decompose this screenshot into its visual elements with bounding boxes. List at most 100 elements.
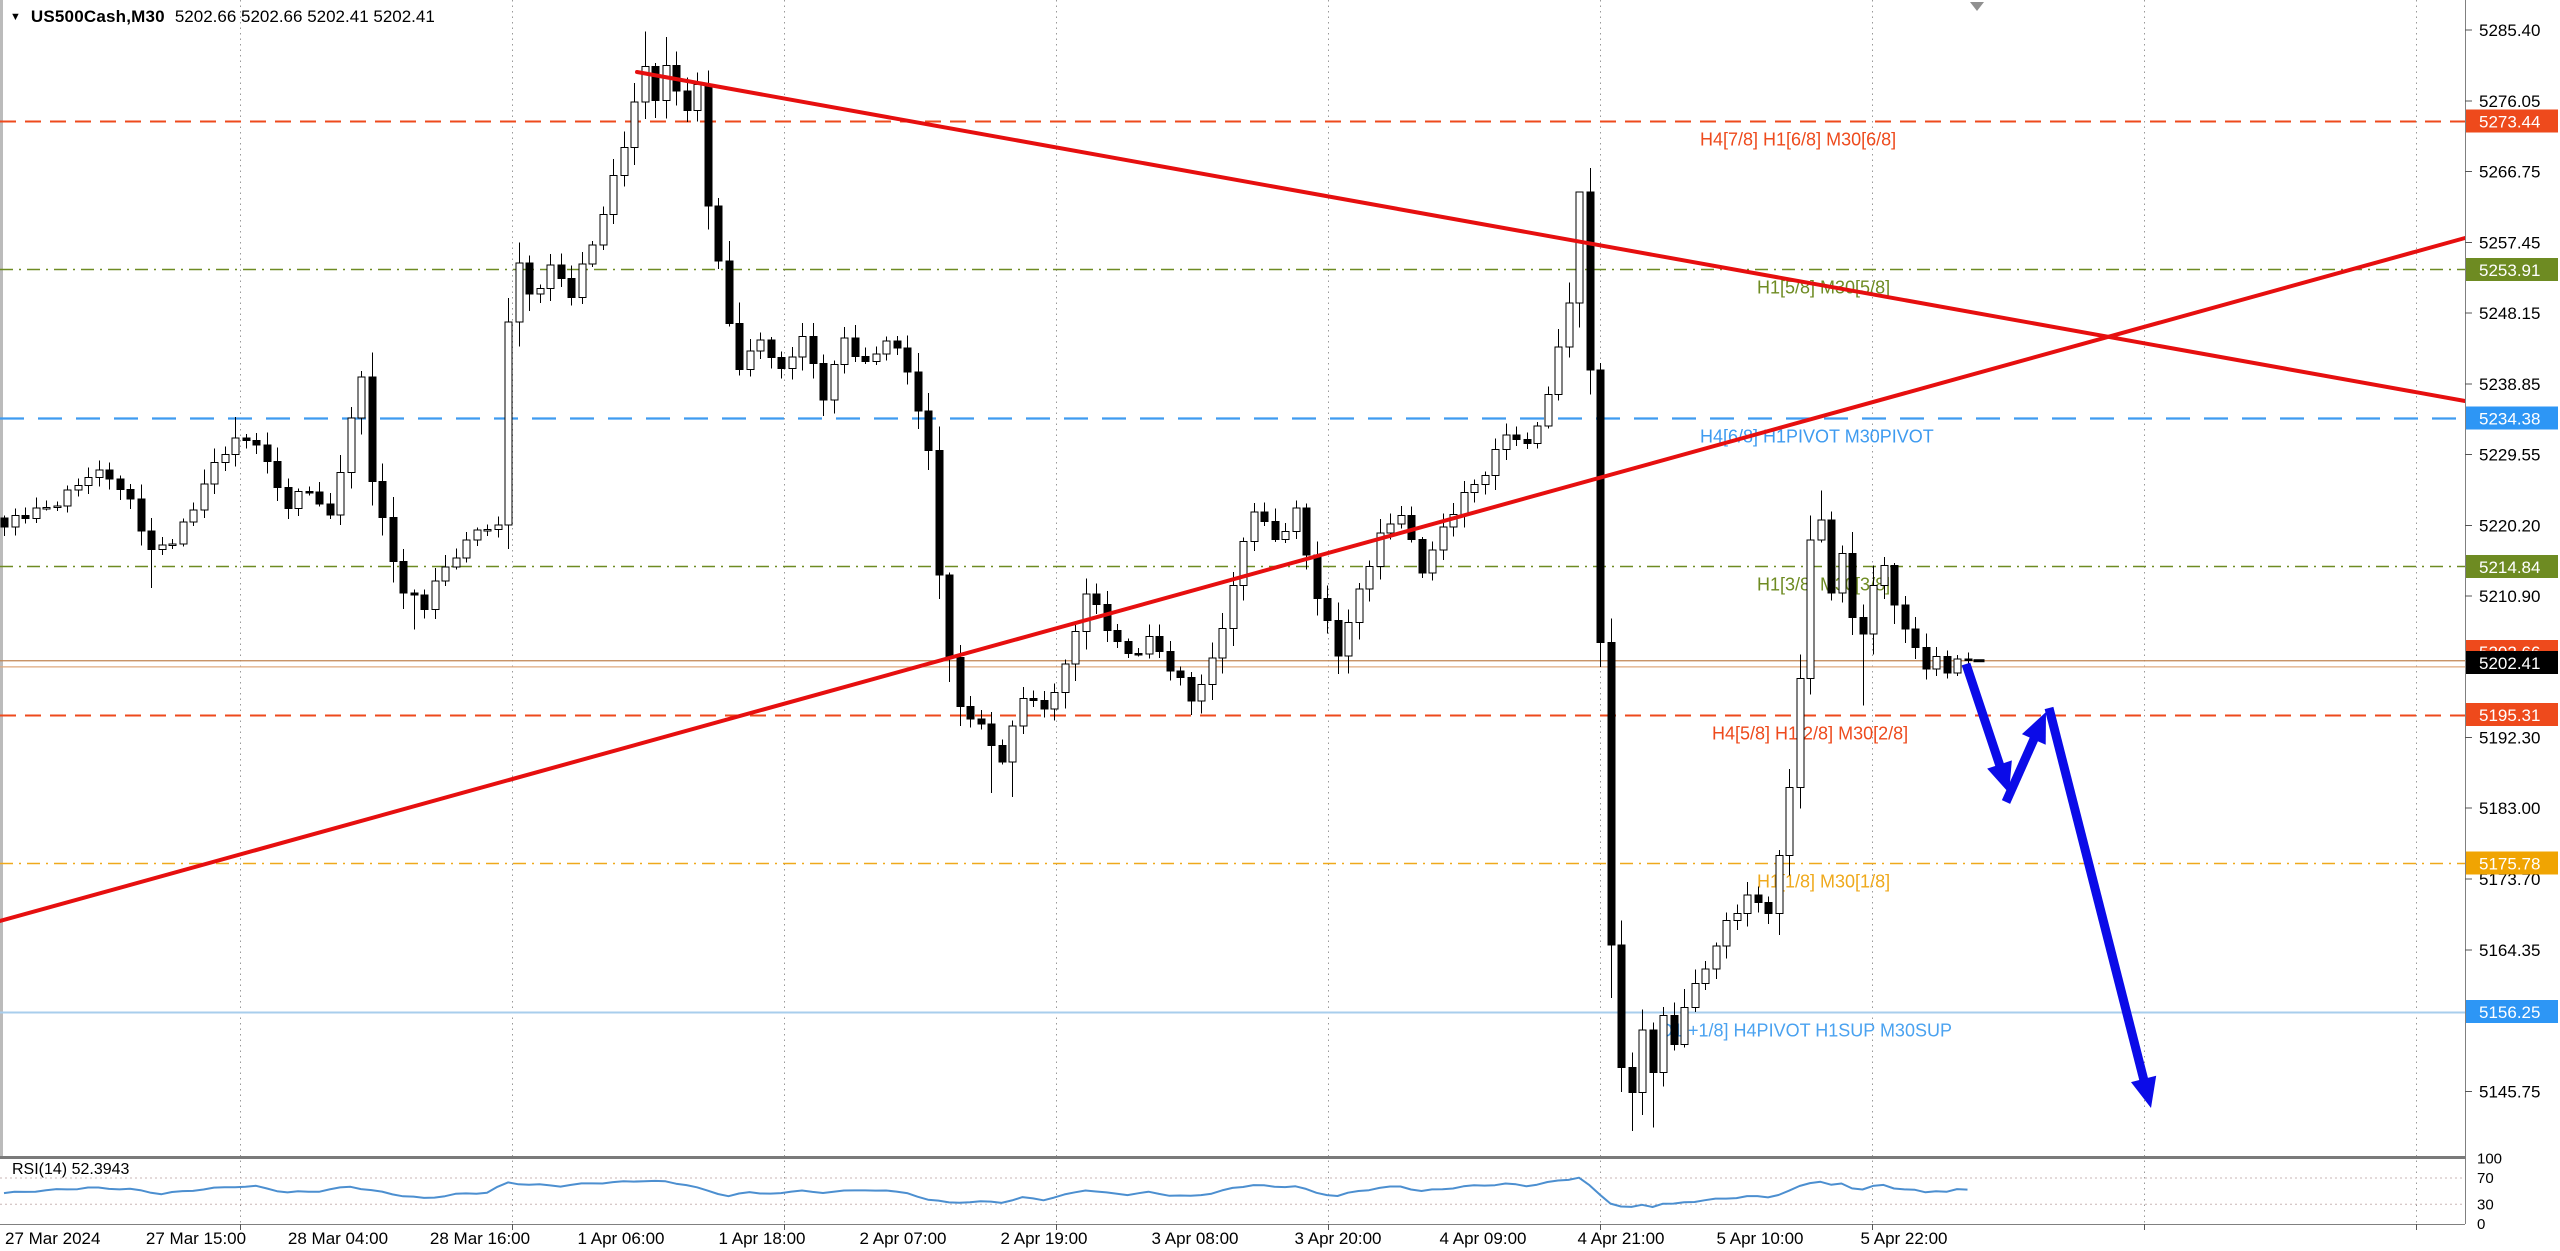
candle-body-down <box>1512 434 1521 440</box>
candle-body-up <box>189 509 198 523</box>
candle-body-up <box>578 263 587 298</box>
candle-body-down <box>567 277 576 298</box>
candle-body-down <box>861 356 870 362</box>
candle-body-up <box>1806 539 1815 680</box>
candle-body-down <box>819 362 828 401</box>
candle-body-up <box>620 146 629 176</box>
candle-body-up <box>1428 549 1437 574</box>
candle-body-down <box>21 514 30 519</box>
candle-body-up <box>1239 540 1248 586</box>
candle-body-down <box>1155 636 1164 653</box>
price-tick-label: 5266.75 <box>2479 163 2540 182</box>
murrey-level-label: H4[6/8] H1PIVOT M30PIVOT <box>1700 427 1934 447</box>
candle-body-up <box>1439 526 1448 551</box>
descending-trendline[interactable] <box>635 70 2467 403</box>
arrow-segment[interactable] <box>1961 662 2008 778</box>
level-price-label-box <box>2466 851 2558 875</box>
time-axis-label: 4 Apr 21:00 <box>1578 1229 1665 1248</box>
arrowhead-icon <box>2021 712 2046 745</box>
candle-body-up <box>1502 434 1511 451</box>
candle-body-down <box>315 491 324 505</box>
candle-body-up <box>1733 912 1742 922</box>
candle-body-up <box>840 337 849 366</box>
candle-body-down <box>651 65 660 101</box>
candle-body-up <box>830 364 839 401</box>
candle-body-down <box>1113 629 1122 642</box>
time-axis-label: 28 Mar 04:00 <box>288 1229 388 1248</box>
last-price-marker <box>1973 659 1985 663</box>
candle-body-down <box>1260 511 1269 522</box>
candle-body-down <box>1890 565 1899 606</box>
candle-body-down <box>924 410 933 452</box>
arrow-segment[interactable] <box>2001 726 2043 804</box>
candle-body-up <box>1817 519 1826 541</box>
chart-shift-marker[interactable] <box>1970 2 1984 11</box>
candle-body-down <box>777 357 786 369</box>
rsi-line <box>3 1176 1968 1208</box>
candle-body-up <box>431 580 440 611</box>
chart-header: ▼ US500Cash,M30 5202.66 5202.66 5202.41 52… <box>10 7 435 27</box>
candle-body-up <box>1491 449 1500 476</box>
candle-body-up <box>473 529 482 541</box>
murrey-level-label: H4[5/8] H1[2/8] M30[2/8] <box>1712 724 1908 744</box>
symbol-dropdown-icon[interactable]: ▼ <box>10 10 21 23</box>
candle-body-up <box>882 340 891 355</box>
price-tick-label: 5276.05 <box>2479 92 2540 111</box>
candle-body-up <box>756 339 765 352</box>
candle-body-up <box>1355 588 1364 623</box>
murrey-level-label: D1[+1/8] H4PIVOT H1SUP M30SUP <box>1660 1021 1952 1041</box>
candle-body-down <box>1628 1066 1637 1093</box>
time-axis-label: 1 Apr 18:00 <box>719 1229 806 1248</box>
candle-body-up <box>84 476 93 487</box>
candle-body-down <box>851 337 860 358</box>
candle-body-up <box>1680 1006 1689 1045</box>
candle-body-down <box>1124 640 1133 654</box>
candle-body-up <box>1376 532 1385 568</box>
time-axis-label: 1 Apr 06:00 <box>578 1229 665 1248</box>
candle-body-down <box>1859 616 1868 635</box>
candle-body-down <box>683 90 692 111</box>
candle-body-up <box>179 521 188 545</box>
ascending-trendline[interactable] <box>0 236 2467 923</box>
candle-body-down <box>809 336 818 364</box>
candle-body-up <box>1953 658 1962 674</box>
candle-body-down <box>1764 902 1773 914</box>
time-axis-label: 4 Apr 09:00 <box>1440 1229 1527 1248</box>
arrowhead-icon <box>2130 1075 2157 1108</box>
time-axis[interactable]: 27 Mar 2024 27 Mar 15:00 28 Mar 04:00 28 Ma… <box>5 1224 2417 1248</box>
candle-body-down <box>389 516 398 563</box>
candle-body-down <box>1617 944 1626 1068</box>
level-price-label-text: 5156.25 <box>2479 1003 2540 1022</box>
price-tick-label: 5248.15 <box>2479 304 2540 323</box>
price-tick-label: 5183.00 <box>2479 799 2540 818</box>
candle-body-down <box>1313 554 1322 600</box>
symbol-period-label: US500Cash,M30 <box>30 7 165 26</box>
candle-body-down <box>1103 604 1112 631</box>
candle-body-up <box>1743 894 1752 914</box>
candle-body-down <box>914 371 923 412</box>
candle-body-up <box>1575 191 1584 304</box>
candle-body-up <box>536 287 545 295</box>
level-price-label-text: 5253.91 <box>2479 261 2540 280</box>
last-price-label-text: 5202.41 <box>2479 654 2540 673</box>
candle-body-down <box>420 594 429 611</box>
candle-body-up <box>74 485 83 491</box>
level-price-label-text: 5234.38 <box>2479 409 2540 428</box>
candle-body-up <box>1197 684 1206 702</box>
candle-body-down <box>1964 658 1973 662</box>
price-axis[interactable]: 5285.40 5276.05 5266.75 5257.45 5248.15 5238.… <box>2465 0 2558 1224</box>
arrow-segment[interactable] <box>2044 706 2151 1092</box>
candle-body-up <box>1880 565 1889 587</box>
candle-body-up <box>221 454 230 463</box>
rsi-panel[interactable]: 100 70 30 0 <box>0 1150 2502 1233</box>
candle-body-up <box>53 505 62 508</box>
forecast-arrow[interactable] <box>1961 662 2157 1108</box>
candle-body-down <box>945 574 954 659</box>
level-price-label-text: 5214.84 <box>2479 558 2540 577</box>
candle-body-up <box>1691 983 1700 1008</box>
price-tick-label: 5285.40 <box>2479 21 2540 40</box>
candle-body-up <box>1533 425 1542 444</box>
arrowhead-icon <box>1987 760 2012 793</box>
time-axis-label: 5 Apr 10:00 <box>1717 1229 1804 1248</box>
